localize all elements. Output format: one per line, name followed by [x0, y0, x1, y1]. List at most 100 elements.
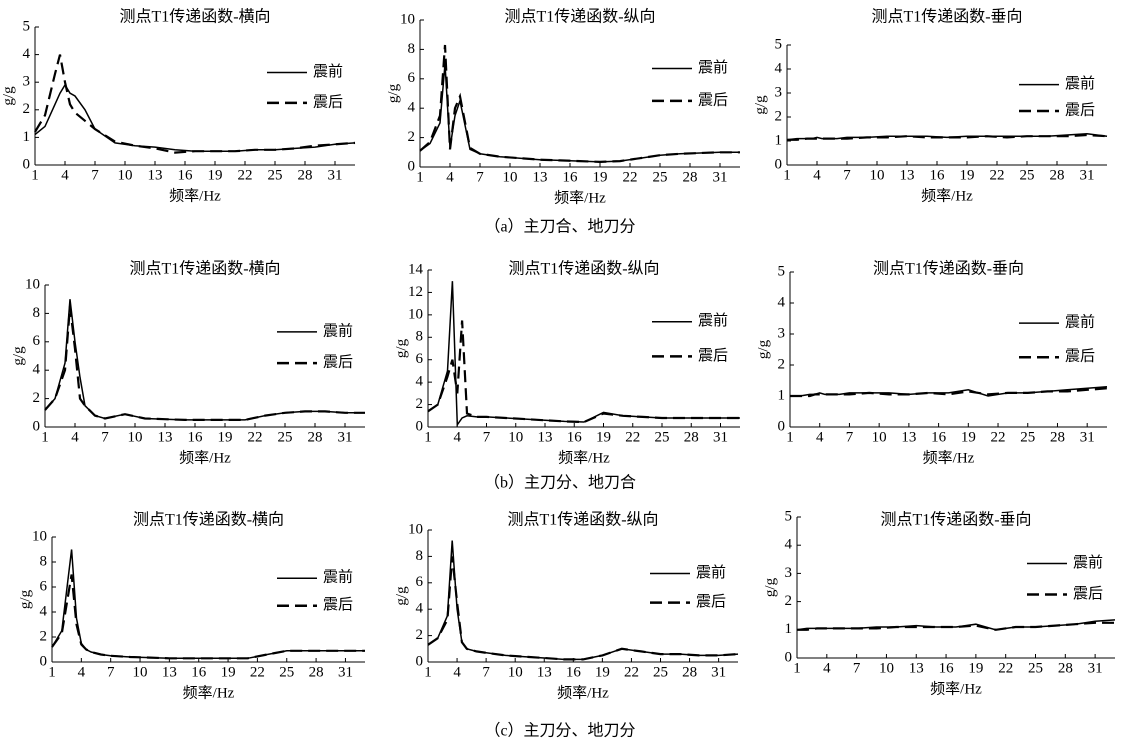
x-tick-label: 1 — [41, 429, 49, 445]
legend-label: 震前 — [1065, 75, 1095, 92]
x-tick-label: 31 — [713, 429, 728, 445]
y-tick-label: 5 — [778, 263, 786, 279]
y-tick-label: 2 — [416, 627, 424, 643]
y-tick-label: 0 — [23, 156, 31, 172]
y-tick-label: 6 — [416, 574, 424, 590]
y-tick-label: 2 — [408, 129, 416, 145]
x-tick-label: 16 — [563, 169, 579, 185]
x-tick-label: 16 — [939, 660, 955, 676]
x-tick-label: 13 — [537, 664, 552, 680]
x-tick-label: 22 — [624, 664, 639, 680]
y-tick-label: 12 — [408, 284, 423, 300]
x-tick-label: 31 — [338, 664, 353, 680]
x-tick-label: 22 — [250, 664, 265, 680]
y-tick-label: 0 — [408, 158, 416, 174]
legend-label: 震前 — [698, 59, 728, 76]
x-tick-label: 25 — [655, 429, 670, 445]
x-tick-label: 16 — [930, 167, 946, 183]
y-tick-label: 10 — [25, 276, 40, 292]
y-tick-label: 1 — [23, 129, 31, 145]
x-axis-label: 频率/Hz — [169, 187, 221, 204]
x-tick-label: 7 — [107, 664, 115, 680]
legend-label: 震后 — [323, 354, 353, 371]
y-tick-label: 2 — [785, 593, 793, 609]
y-tick-label: 4 — [775, 60, 783, 76]
chart-title: 测点T1传递函数-垂向 — [873, 260, 1024, 278]
x-tick-label: 25 — [268, 167, 283, 183]
y-axis-label: g/g — [10, 346, 26, 366]
x-tick-label: 10 — [508, 429, 523, 445]
x-tick-label: 31 — [1080, 429, 1095, 445]
legend-label: 震前 — [1065, 314, 1095, 331]
x-tick-label: 28 — [298, 167, 313, 183]
legend-label: 震前 — [1073, 554, 1103, 571]
x-tick-label: 1 — [786, 429, 794, 445]
y-tick-label: 6 — [416, 351, 424, 367]
y-tick-label: 5 — [785, 508, 793, 524]
x-tick-label: 10 — [128, 429, 143, 445]
x-tick-label: 22 — [990, 167, 1005, 183]
y-tick-label: 5 — [23, 18, 31, 34]
x-tick-label: 16 — [566, 664, 582, 680]
x-axis-label: 频率/Hz — [183, 684, 235, 701]
x-tick-label: 25 — [653, 664, 668, 680]
x-tick-label: 31 — [713, 169, 728, 185]
chart-title: 测点T1传递函数-垂向 — [880, 511, 1031, 529]
y-tick-label: 3 — [23, 74, 31, 90]
x-tick-label: 28 — [1058, 660, 1073, 676]
y-tick-label: 0 — [778, 418, 786, 434]
x-tick-label: 4 — [453, 664, 461, 680]
series-line — [427, 556, 739, 661]
legend-label: 震前 — [698, 312, 728, 329]
x-tick-label: 1 — [48, 664, 56, 680]
x-tick-label: 10 — [503, 169, 518, 185]
x-tick-label: 7 — [853, 660, 861, 676]
legend-label: 震前 — [696, 564, 726, 581]
x-tick-label: 13 — [162, 664, 177, 680]
chart-title: 测点T1传递函数-纵向 — [507, 511, 658, 529]
y-tick-label: 2 — [416, 396, 424, 412]
series-line — [427, 540, 739, 661]
series-line — [34, 54, 356, 154]
x-axis-label: 频率/Hz — [558, 449, 610, 466]
x-tick-label: 7 — [101, 429, 109, 445]
x-tick-label: 1 — [424, 664, 432, 680]
series-line — [419, 64, 740, 163]
legend-label: 震前 — [323, 569, 353, 586]
x-tick-label: 4 — [823, 660, 831, 676]
x-tick-label: 19 — [593, 169, 608, 185]
x-tick-label: 25 — [1020, 167, 1035, 183]
y-tick-label: 14 — [408, 261, 424, 277]
x-tick-label: 31 — [711, 664, 726, 680]
y-tick-label: 3 — [775, 84, 783, 100]
x-tick-label: 16 — [567, 429, 583, 445]
series-line — [427, 281, 740, 428]
x-tick-label: 25 — [279, 664, 294, 680]
y-tick-label: 4 — [778, 294, 786, 310]
x-tick-label: 19 — [221, 664, 236, 680]
y-tick-label: 10 — [400, 11, 415, 27]
y-tick-label: 4 — [33, 362, 41, 378]
x-tick-label: 10 — [870, 167, 885, 183]
x-tick-label: 22 — [991, 429, 1006, 445]
x-axis-label: 频率/Hz — [930, 680, 982, 697]
chart-title: 测点T1传递函数-纵向 — [504, 8, 655, 26]
legend-label: 震后 — [323, 596, 353, 613]
x-tick-label: 4 — [78, 664, 86, 680]
x-tick-label: 28 — [684, 429, 699, 445]
y-tick-label: 8 — [40, 553, 48, 569]
x-tick-label: 1 — [424, 429, 432, 445]
legend-label: 震后 — [313, 93, 343, 110]
x-tick-label: 25 — [278, 429, 293, 445]
x-tick-label: 16 — [178, 167, 194, 183]
y-tick-label: 8 — [33, 305, 41, 321]
x-tick-label: 4 — [71, 429, 79, 445]
y-tick-label: 0 — [40, 653, 48, 669]
caption: （b）主刀分、地刀合 — [484, 474, 636, 492]
y-tick-label: 8 — [416, 548, 424, 564]
legend-label: 震后 — [1065, 101, 1095, 118]
series-line — [51, 574, 365, 660]
x-axis-label: 频率/Hz — [923, 449, 975, 466]
x-tick-label: 31 — [1080, 167, 1095, 183]
y-tick-label: 4 — [416, 374, 424, 390]
